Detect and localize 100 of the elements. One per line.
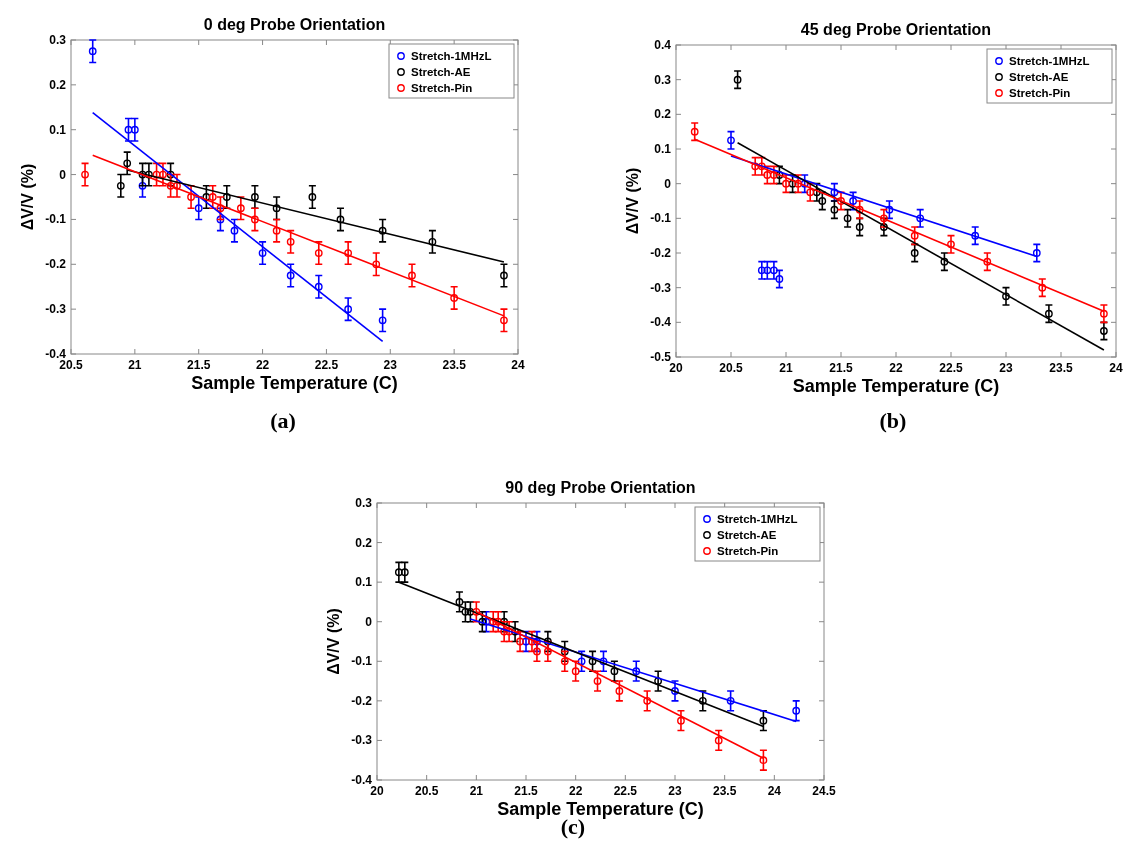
y-tick-label: 0: [664, 176, 672, 191]
point: [494, 617, 503, 626]
point: [500, 617, 509, 626]
y-axis-title: ΔV/V (%): [19, 163, 36, 231]
point: [408, 271, 416, 280]
point: [455, 598, 464, 606]
y-tick-label: -0.4: [45, 347, 67, 361]
x-tick-label: 20: [370, 784, 384, 798]
point: [314, 282, 323, 291]
legend-label: Stretch-1MHzL: [717, 513, 798, 525]
point: [505, 627, 514, 636]
point: [543, 637, 552, 646]
point: [1100, 309, 1108, 318]
point: [775, 171, 784, 179]
y-tick-label: -0.3: [45, 302, 67, 317]
point: [1032, 249, 1041, 257]
point: [714, 736, 723, 745]
point: [983, 257, 992, 266]
point: [759, 716, 768, 725]
point: [855, 223, 864, 231]
x-tick-label: 23.5: [442, 358, 467, 372]
point: [130, 125, 139, 134]
point: [482, 617, 491, 626]
point: [258, 249, 267, 257]
x-tick-label: 24.5: [812, 784, 836, 798]
x-tick-label: 23.5: [712, 784, 737, 798]
y-tick-label: 0.3: [654, 72, 672, 87]
point: [336, 215, 345, 224]
x-tick-label: 23: [668, 784, 682, 798]
point: [1038, 283, 1047, 292]
point: [806, 188, 815, 197]
point: [472, 607, 481, 616]
point: [775, 275, 784, 283]
y-tick-label: -0.2: [650, 246, 672, 260]
point: [500, 271, 508, 280]
point: [516, 637, 524, 646]
point: [610, 667, 619, 676]
point: [733, 75, 742, 84]
point: [643, 696, 652, 705]
point: [971, 231, 980, 240]
y-tick-label: -0.4: [351, 773, 373, 787]
x-tick-label: 20: [669, 361, 683, 375]
point: [916, 214, 925, 223]
y-tick-label: 0: [59, 167, 67, 182]
x-tick-label: 21.5: [829, 361, 853, 375]
y-axis-title: ΔV/V (%): [325, 608, 342, 675]
x-tick-label: 20.5: [414, 784, 439, 798]
point: [782, 179, 790, 188]
y-tick-label: 0: [365, 614, 373, 629]
x-tick-label: 24: [511, 358, 525, 372]
y-tick-label: -0.4: [650, 315, 672, 330]
y-tick-label: 0.3: [49, 33, 67, 47]
x-axis-title: Sample Temperature (C): [792, 376, 1000, 396]
point: [478, 617, 487, 626]
y-tick-label: 0.3: [355, 496, 373, 510]
legend-label: Stretch-Pin: [717, 545, 779, 557]
point: [757, 266, 766, 275]
point: [286, 237, 295, 246]
point: [166, 170, 175, 179]
x-tick-label: 21.5: [514, 784, 538, 798]
point: [138, 170, 147, 179]
point: [450, 294, 459, 302]
point: [88, 47, 97, 56]
point: [378, 316, 387, 325]
point: [314, 249, 323, 257]
point: [116, 181, 125, 190]
point: [230, 226, 239, 235]
point: [843, 214, 852, 223]
y-tick-label: 0.1: [49, 122, 67, 137]
point: [593, 677, 602, 685]
point: [794, 179, 802, 188]
point: [378, 226, 387, 235]
point: [543, 647, 552, 656]
point: [571, 667, 580, 676]
y-tick-label: -0.3: [650, 280, 672, 295]
x-tick-label: 22: [889, 361, 903, 375]
point: [759, 756, 768, 765]
point: [500, 627, 509, 636]
point: [511, 627, 519, 636]
point: [286, 271, 295, 280]
point: [726, 696, 735, 705]
point: [236, 204, 245, 213]
point: [500, 316, 508, 325]
point: [855, 205, 864, 214]
x-tick-label: 23: [999, 361, 1013, 375]
legend-label: Stretch-AE: [717, 529, 777, 541]
point: [940, 257, 949, 266]
point: [123, 159, 132, 168]
point: [202, 193, 211, 201]
point: [770, 266, 778, 275]
point: [372, 260, 381, 269]
x-tick-label: 23.5: [1049, 361, 1073, 375]
point: [849, 197, 857, 205]
x-tick-label: 22: [255, 358, 270, 372]
point: [166, 181, 175, 190]
point: [216, 215, 225, 224]
point: [251, 193, 259, 201]
text: (a): [270, 408, 296, 433]
y-tick-label: -0.1: [351, 654, 373, 669]
y-tick-label: -0.1: [45, 212, 67, 227]
